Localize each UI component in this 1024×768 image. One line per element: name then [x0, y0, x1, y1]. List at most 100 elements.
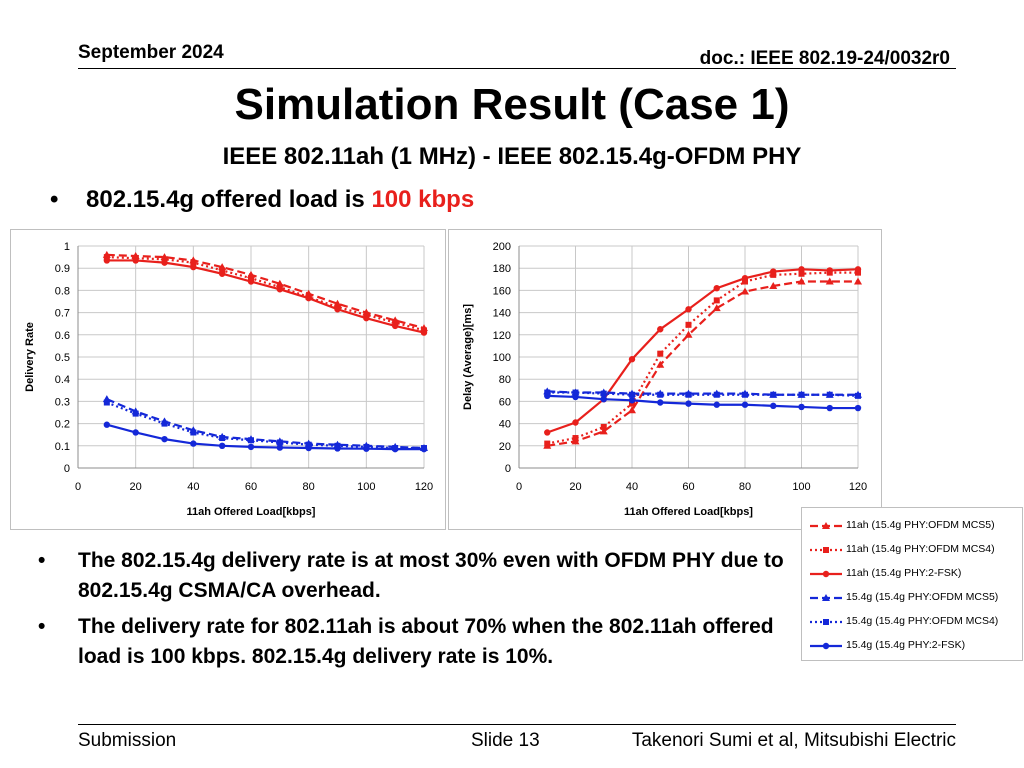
data-point [628, 397, 636, 404]
data-point [770, 268, 777, 275]
data-point [132, 410, 139, 417]
data-point [276, 444, 284, 451]
series-group [544, 266, 862, 436]
data-point [854, 266, 862, 273]
data-point [798, 266, 805, 273]
data-point [392, 319, 399, 326]
data-point [161, 435, 168, 443]
data-point [713, 401, 720, 408]
y-axis-label: Delay (Average)[ms] [462, 304, 474, 410]
data-point [741, 274, 749, 282]
series-line [106, 401, 424, 450]
y-tick-label: 60 [499, 396, 511, 408]
data-point [544, 440, 551, 447]
legend-swatch [810, 642, 842, 650]
y-tick-label: 0.5 [55, 352, 70, 364]
series-line [106, 253, 425, 330]
conclusion-bullet: • The delivery rate for 802.11ah is abou… [38, 612, 798, 672]
data-point [219, 435, 226, 442]
data-point [218, 270, 226, 277]
data-point [657, 399, 664, 406]
data-point [770, 402, 777, 410]
data-point [628, 406, 636, 414]
legend-swatch [810, 522, 842, 529]
y-tick-label: 0 [64, 463, 70, 475]
legend-item: 15.4g (15.4g PHY:OFDM MCS4) [802, 612, 1022, 632]
series-line [106, 259, 425, 334]
data-point [276, 286, 284, 293]
x-axis-label: 11ah Offered Load[kbps] [187, 506, 316, 518]
slide-title: Simulation Result (Case 1) [234, 80, 790, 129]
data-point [685, 400, 692, 407]
data-point [391, 445, 399, 453]
series-group [544, 269, 861, 447]
series-line [106, 423, 424, 451]
offered-load-bullet: • 802.15.4g offered load is 100 kbps [50, 186, 474, 214]
legend-swatch [810, 547, 842, 553]
data-point [103, 257, 111, 264]
y-tick-label: 200 [493, 241, 511, 253]
data-point [218, 442, 226, 449]
data-point [742, 391, 748, 398]
data-point [544, 429, 551, 436]
data-point [770, 391, 777, 398]
x-axis-label: 11ah Offered Load[kbps] [624, 506, 753, 518]
offered-load-value: 100 kbps [371, 186, 475, 213]
header-doc-id: doc.: IEEE 802.19-24/0032r0 [699, 48, 950, 69]
data-point [103, 254, 110, 261]
data-point [190, 263, 197, 271]
data-point [190, 429, 197, 436]
chart-legend: 11ah (15.4g PHY:OFDM MCS5) 11ah (15.4g P… [801, 507, 1023, 661]
data-point [628, 356, 636, 363]
data-point [161, 256, 168, 263]
x-tick-label: 80 [739, 481, 751, 493]
series-line [106, 398, 425, 450]
data-point [713, 284, 720, 292]
y-tick-label: 0.6 [55, 330, 70, 342]
data-point [572, 435, 579, 442]
legend-swatch [810, 594, 842, 601]
legend-item: 15.4g (15.4g PHY:OFDM MCS5) [802, 588, 1022, 608]
data-point [826, 391, 833, 398]
data-point [741, 287, 749, 295]
conclusion-text: The 802.15.4g delivery rate is at most 3… [78, 549, 784, 602]
data-point [685, 306, 692, 313]
x-tick-label: 0 [516, 481, 522, 493]
data-point [826, 404, 833, 412]
data-point [132, 257, 139, 264]
y-tick-label: 0 [505, 463, 511, 475]
y-tick-label: 80 [499, 374, 511, 386]
y-tick-label: 20 [499, 441, 511, 453]
delivery-rate-chart: 0 0.1 0.2 0.3 0.4 0.5 0.6 0.7 0.8 0.9 1 0 20 40 60 80 10… [10, 229, 446, 530]
data-point [855, 392, 861, 399]
legend-swatch-marker [822, 522, 830, 529]
data-point [629, 391, 635, 398]
series-line [547, 394, 858, 410]
series-line [106, 256, 425, 332]
series-line [547, 391, 859, 397]
data-point [544, 392, 551, 400]
legend-swatch-marker [822, 594, 830, 601]
y-axis-label: Delivery Rate [24, 322, 36, 392]
x-tick-label: 0 [75, 481, 81, 493]
data-point [600, 395, 607, 403]
data-point [161, 420, 168, 427]
data-point [305, 444, 312, 452]
data-point [798, 391, 805, 398]
y-tick-label: 0.7 [55, 308, 70, 320]
data-point [248, 437, 254, 444]
data-point [855, 269, 861, 276]
data-point [334, 445, 341, 452]
data-point [657, 350, 664, 357]
series-line [547, 271, 858, 445]
x-tick-label: 100 [357, 481, 375, 493]
data-point [572, 389, 579, 396]
series-group [103, 421, 428, 453]
data-point [572, 419, 579, 426]
data-point [190, 440, 197, 447]
y-tick-label: 180 [493, 263, 511, 275]
legend-swatch-marker [823, 619, 829, 625]
footer-authors: Takenori Sumi et al, Mitsubishi Electric [631, 730, 956, 751]
data-point [798, 270, 805, 277]
data-point [600, 390, 607, 397]
